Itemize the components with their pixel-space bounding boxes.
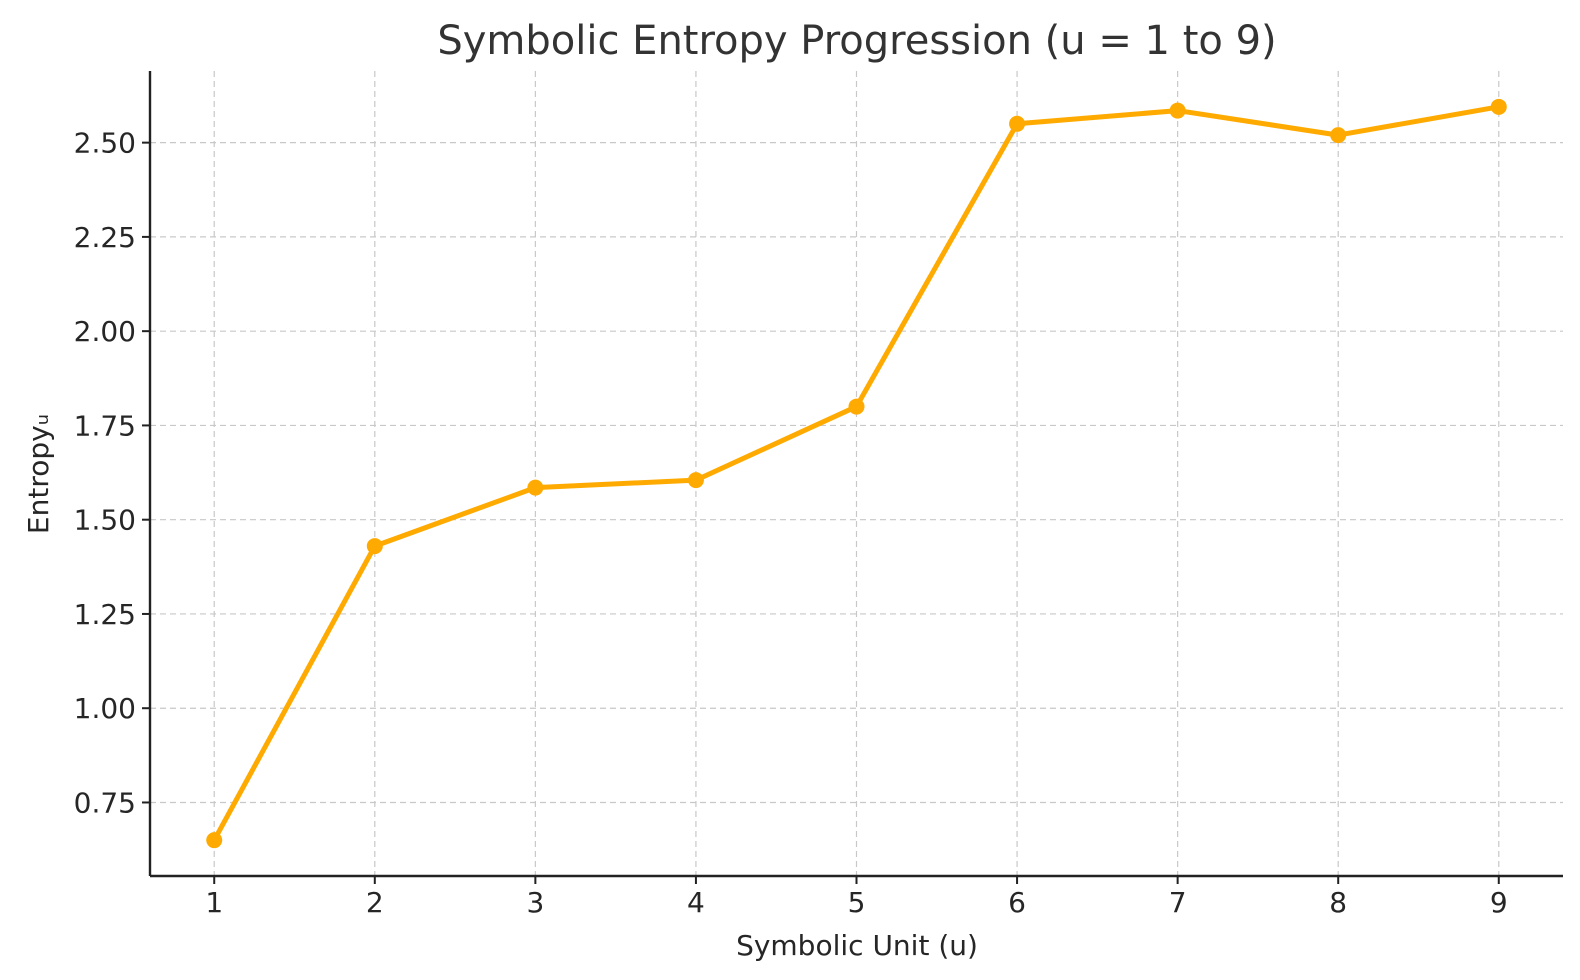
- y-tick-label: 2.50: [74, 127, 136, 160]
- y-tick-label: 1.50: [74, 504, 136, 537]
- x-tick-label: 1: [205, 886, 223, 919]
- y-tick-label: 1.25: [74, 598, 136, 631]
- x-tick-label: 7: [1169, 886, 1187, 919]
- x-axis-label: Symbolic Unit (u): [736, 929, 978, 962]
- x-tick-label: 3: [526, 886, 544, 919]
- y-tick-label: 0.75: [74, 786, 136, 819]
- y-axis-label: Entropyᵤ: [22, 414, 55, 534]
- y-tick-label: 2.25: [74, 221, 136, 254]
- x-tick-label: 9: [1490, 886, 1508, 919]
- y-tick-label: 1.75: [74, 409, 136, 442]
- data-point: [1490, 98, 1507, 115]
- series-group: [206, 98, 1507, 849]
- grid: [150, 71, 1563, 876]
- x-tick-label: 5: [848, 886, 866, 919]
- data-point: [687, 472, 704, 489]
- x-tick-label: 4: [687, 886, 705, 919]
- x-tick-label: 2: [366, 886, 384, 919]
- y-axis-ticks: 0.75 1.00 1.25 1.50 1.75 2.00 2.25 2.50: [74, 127, 150, 819]
- data-point: [206, 832, 223, 849]
- y-tick-label: 2.00: [74, 315, 136, 348]
- data-point: [366, 538, 383, 555]
- data-point: [848, 398, 865, 415]
- data-point: [1169, 102, 1186, 119]
- data-point: [1330, 127, 1347, 144]
- x-tick-label: 6: [1008, 886, 1026, 919]
- data-point: [527, 479, 544, 496]
- chart-title: Symbolic Entropy Progression (u = 1 to 9…: [437, 18, 1276, 64]
- x-axis-ticks: 1 2 3 4 5 6 7 8 9: [205, 876, 1508, 919]
- data-point: [1009, 115, 1026, 132]
- y-tick-label: 1.00: [74, 692, 136, 725]
- x-tick-label: 8: [1329, 886, 1347, 919]
